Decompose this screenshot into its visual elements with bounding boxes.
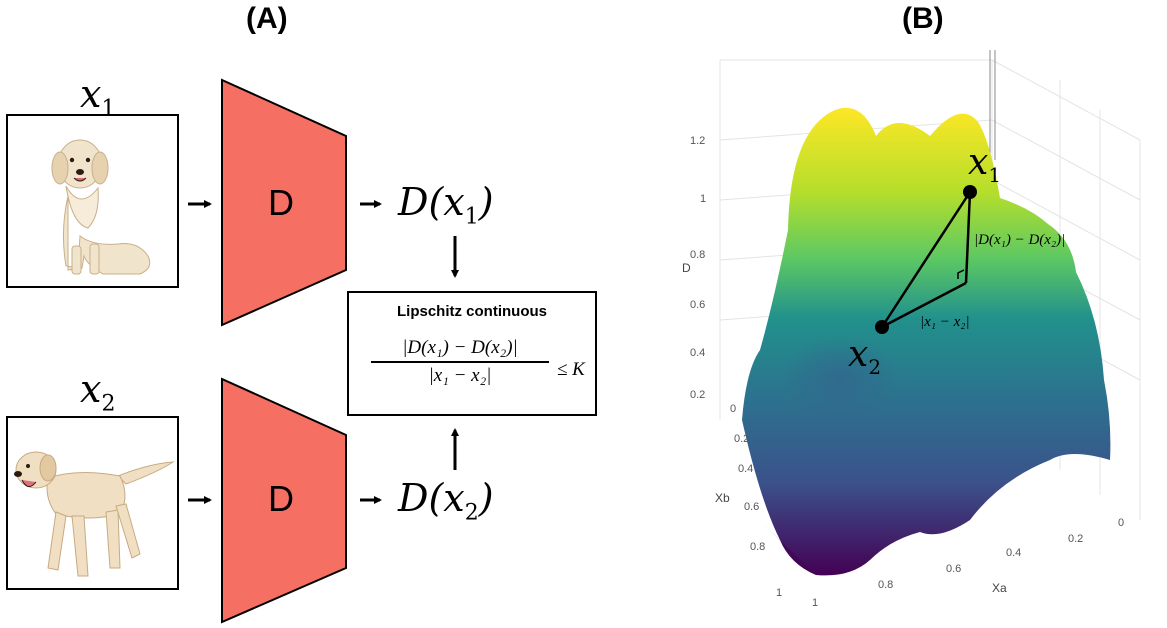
svg-text:0.6: 0.6 xyxy=(946,563,961,575)
discriminator-1 xyxy=(221,78,347,327)
svg-text:0.6: 0.6 xyxy=(744,501,759,513)
lipschitz-relation: ≤ K xyxy=(557,359,585,380)
svg-text:1: 1 xyxy=(700,193,706,205)
horizontal-edge-label: |x₁ − x₂| xyxy=(920,314,970,330)
svg-text:0.4: 0.4 xyxy=(690,347,705,359)
axis-xa-label: Xa xyxy=(992,581,1007,595)
discriminator-1-label: D xyxy=(268,182,294,223)
lipschitz-denominator: |x₁ − x₂| xyxy=(428,364,492,386)
output-dx1: D(x1) xyxy=(398,180,494,230)
svg-text:0.6: 0.6 xyxy=(690,299,705,311)
discriminator-2-label: D xyxy=(268,478,294,519)
lipschitz-triangle xyxy=(880,191,972,329)
lipschitz-box: Lipschitz continuous |D(x₁) − D(x₂)| |x₁… xyxy=(347,291,597,416)
svg-text:0.8: 0.8 xyxy=(750,541,765,553)
input-x2-label: x2 xyxy=(80,367,116,417)
axis-xb-ticks: 0 0.2 0.4 0.6 0.8 1 xyxy=(730,403,782,599)
svg-text:1.2: 1.2 xyxy=(690,135,705,147)
output-dx2: D(x2) xyxy=(398,476,494,526)
surface-dip xyxy=(780,336,900,424)
svg-text:0.2: 0.2 xyxy=(1068,533,1083,545)
labrador-puppy-image xyxy=(14,451,175,577)
svg-text:0.4: 0.4 xyxy=(1006,547,1021,559)
input-image-labrador-puppy xyxy=(6,416,179,590)
svg-text:0: 0 xyxy=(730,403,736,415)
lipschitz-title: Lipschitz continuous xyxy=(397,303,547,320)
axis-d-label: D xyxy=(682,261,691,275)
svg-text:1: 1 xyxy=(812,597,818,609)
lipschitz-fraction: |D(x₁) − D(x₂)| |x₁ − x₂| xyxy=(365,337,555,387)
panel-a-label: (A) xyxy=(246,2,288,35)
axis-xb-label: Xb xyxy=(715,491,730,505)
svg-text:0.4: 0.4 xyxy=(738,463,753,475)
svg-text:0.8: 0.8 xyxy=(690,249,705,261)
svg-text:0: 0 xyxy=(1118,517,1124,529)
point-x2 xyxy=(875,320,889,334)
lipschitz-numerator: |D(x₁) − D(x₂)| xyxy=(402,337,518,358)
panel-b-label: (B) xyxy=(902,2,944,35)
svg-text:0.2: 0.2 xyxy=(734,433,749,445)
surface-shape xyxy=(742,107,1111,576)
panel-a-diagram xyxy=(188,78,459,624)
fraction-bar xyxy=(371,361,549,363)
point-x1 xyxy=(963,185,977,199)
point-x2-label: x2 xyxy=(848,334,882,380)
vertical-edge-label: |D(x₁) − D(x₂)| xyxy=(974,232,1066,248)
golden-retriever-image xyxy=(51,139,151,275)
axis-d-ticks: 1.2 1 0.8 0.6 0.4 0.2 xyxy=(690,135,706,401)
svg-text:0.8: 0.8 xyxy=(878,579,893,591)
input-image-golden-retriever xyxy=(6,114,179,288)
point-x1-label: x1 xyxy=(968,142,1002,188)
svg-text:0.2: 0.2 xyxy=(690,389,705,401)
svg-text:1: 1 xyxy=(776,587,782,599)
discriminator-2 xyxy=(221,377,347,624)
surface-plot: D Xb Xa 1.2 1 0.8 0.6 0.4 0.2 0 0.2 0.4 … xyxy=(682,50,1141,609)
axis-xa-ticks: 0 0.2 0.4 0.6 0.8 1 xyxy=(812,517,1124,609)
